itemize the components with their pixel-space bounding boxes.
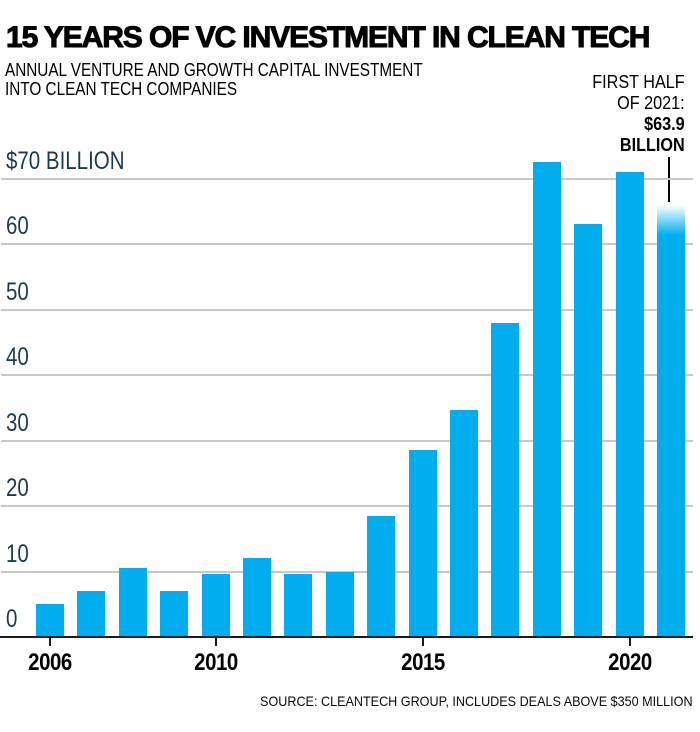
annotation-value: $63.9	[644, 114, 685, 134]
bar-2008	[118, 568, 147, 637]
y-axis-label-50: 50	[6, 277, 29, 306]
subtitle-line-1: ANNUAL VENTURE AND GROWTH CAPITAL INVEST…	[5, 60, 423, 80]
bar-2012	[284, 574, 313, 637]
gridline-50	[1, 308, 693, 311]
x-tick-2015	[421, 638, 424, 646]
gridline-60	[1, 243, 693, 245]
x-axis-line	[0, 636, 693, 638]
y-axis-label-40: 40	[6, 343, 29, 371]
bar-2020	[615, 171, 644, 637]
x-tick-2006	[49, 638, 51, 646]
gridline-30	[1, 439, 693, 442]
gridline-70	[1, 177, 693, 180]
bar-2006	[36, 604, 64, 638]
bar-2007	[77, 591, 106, 637]
gridline-40	[1, 374, 693, 376]
annotation-first-half-2021: FIRST HALF OF 2021: $63.9 BILLION	[593, 72, 685, 156]
bar-2014	[367, 515, 396, 637]
bar-2019	[574, 224, 603, 637]
bar-2009	[160, 591, 189, 637]
y-axis-label-10: 10	[6, 539, 29, 568]
bar-2013	[325, 571, 354, 637]
bar-2010	[201, 573, 230, 637]
y-axis-label-20: 20	[6, 474, 29, 502]
x-axis-label-2006: 2006	[28, 649, 72, 676]
y-axis-label-30: 30	[6, 408, 29, 437]
annotation-line-2: OF 2021:	[617, 93, 685, 113]
bar-2018	[532, 162, 561, 637]
bar-2017	[491, 322, 520, 637]
bar-2011	[243, 558, 271, 637]
y-axis-label-60: 60	[6, 212, 29, 240]
gridline-20	[1, 505, 693, 507]
bar-2016	[450, 409, 478, 637]
x-axis-label-2010: 2010	[193, 649, 238, 676]
annotation-leader-line	[668, 157, 670, 218]
page-title: 15 YEARS OF VC INVESTMENT IN CLEAN TECH	[5, 21, 650, 55]
y-axis-label-70: $70 BILLION	[6, 146, 125, 175]
bar-2015	[408, 450, 437, 637]
bar-2021	[657, 201, 685, 637]
annotation-line-1: FIRST HALF	[592, 72, 685, 92]
y-axis-label-0: 0	[6, 605, 18, 633]
x-axis-label-2020: 2020	[607, 649, 652, 676]
x-axis-label-2015: 2015	[400, 649, 445, 676]
subtitle-line-2: INTO CLEAN TECH COMPANIES	[5, 79, 238, 99]
annotation-unit: BILLION	[620, 135, 685, 155]
source-note: SOURCE: CLEANTECH GROUP, INCLUDES DEALS …	[260, 693, 693, 709]
chart-subtitle: ANNUAL VENTURE AND GROWTH CAPITAL INVEST…	[5, 61, 423, 99]
x-tick-2020	[628, 638, 631, 646]
x-tick-2010	[214, 638, 217, 646]
